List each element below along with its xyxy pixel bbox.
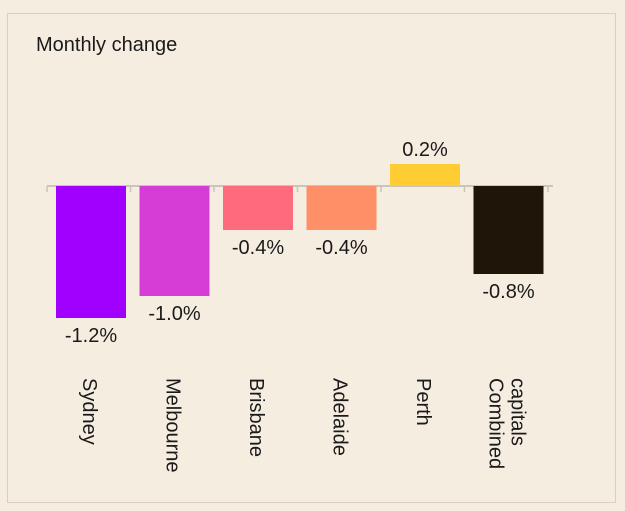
- chart-title: Monthly change: [36, 34, 178, 56]
- bar: [223, 186, 293, 230]
- data-label: 0.2%: [402, 139, 448, 161]
- category-label: capitals: [507, 378, 529, 446]
- category-label: Perth: [412, 378, 434, 426]
- bar: [473, 186, 544, 274]
- bar: [139, 186, 210, 296]
- category-label: Adelaide: [329, 378, 351, 456]
- bar: [306, 186, 377, 230]
- data-label: -0.4%: [315, 237, 367, 259]
- data-label: -1.0%: [148, 303, 200, 325]
- category-label: Sydney: [78, 378, 100, 445]
- data-label: -1.2%: [65, 325, 117, 347]
- data-label: -0.4%: [232, 237, 284, 259]
- category-label: Melbourne: [162, 378, 184, 473]
- bar: [390, 164, 460, 186]
- data-label: -0.8%: [482, 281, 534, 303]
- category-label: Combined: [485, 378, 507, 469]
- bar: [56, 186, 126, 318]
- category-label: Brisbane: [245, 378, 267, 457]
